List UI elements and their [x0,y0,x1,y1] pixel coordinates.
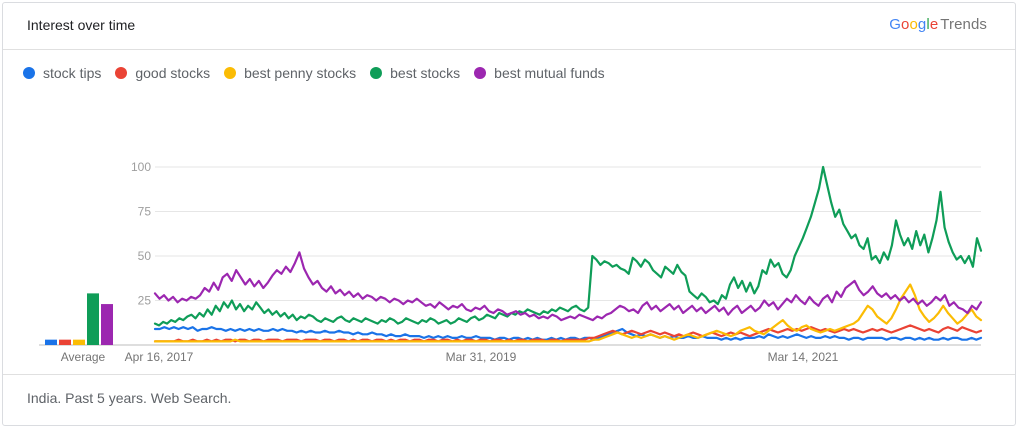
legend-dot-stock-tips [23,67,35,79]
legend-label-best-stocks: best stocks [390,65,461,81]
average-bar-good-stocks [59,339,71,345]
card-header: Interest over time Google Trends [3,3,1015,50]
series-line-best-mutual-funds [153,251,983,322]
legend-item-best-penny-stocks[interactable]: best penny stocks [224,65,356,81]
series-line-good-stocks [153,324,983,343]
chart-title: Interest over time [27,17,136,33]
legend-item-best-stocks[interactable]: best stocks [370,65,460,81]
series-line-stock-tips [153,326,983,341]
x-tick-label-0: Apr 16, 2017 [125,350,194,364]
average-bar-stock-tips [45,339,57,345]
y-tick-label-100: 100 [131,160,151,174]
legend-label-best-mutual-funds: best mutual funds [494,65,605,81]
x-tick-label-1: Mar 31, 2019 [446,350,517,364]
card-footer: India. Past 5 years. Web Search. [3,374,1015,425]
legend-item-stock-tips[interactable]: stock tips [23,65,101,81]
legend-dot-best-penny-stocks [224,67,237,79]
legend-label-good-stocks: good stocks [135,65,211,81]
legend-item-best-mutual-funds[interactable]: best mutual funds [474,65,605,81]
average-bar-best-penny-stocks [73,339,85,345]
y-tick-label-75: 75 [138,205,152,219]
series-line-best-stocks [153,165,983,327]
chart-legend: stock tips good stocks best penny stocks… [23,65,619,81]
average-bar-best-stocks [87,293,99,345]
legend-label-stock-tips: stock tips [43,65,102,81]
average-bar-best-mutual-funds [101,304,113,345]
average-label: Average [61,350,106,364]
legend-dot-best-stocks [370,67,383,79]
legend-dot-good-stocks [115,67,128,79]
footer-caption: India. Past 5 years. Web Search. [27,390,232,406]
y-tick-label-50: 50 [138,249,152,263]
y-tick-label-25: 25 [138,294,152,308]
x-tick-label-2: Mar 14, 2021 [768,350,839,364]
interest-chart: 100 75 50 25 Average Apr 16, 2017 Mar 31, 2019… [39,160,983,364]
legend-dot-best-mutual-funds [474,67,487,79]
legend-label-best-penny-stocks: best penny stocks [244,65,357,81]
series-line-best-penny-stocks [153,283,983,343]
legend-item-good-stocks[interactable]: good stocks [115,65,210,81]
google-trends-logo: Google Trends [889,16,987,33]
